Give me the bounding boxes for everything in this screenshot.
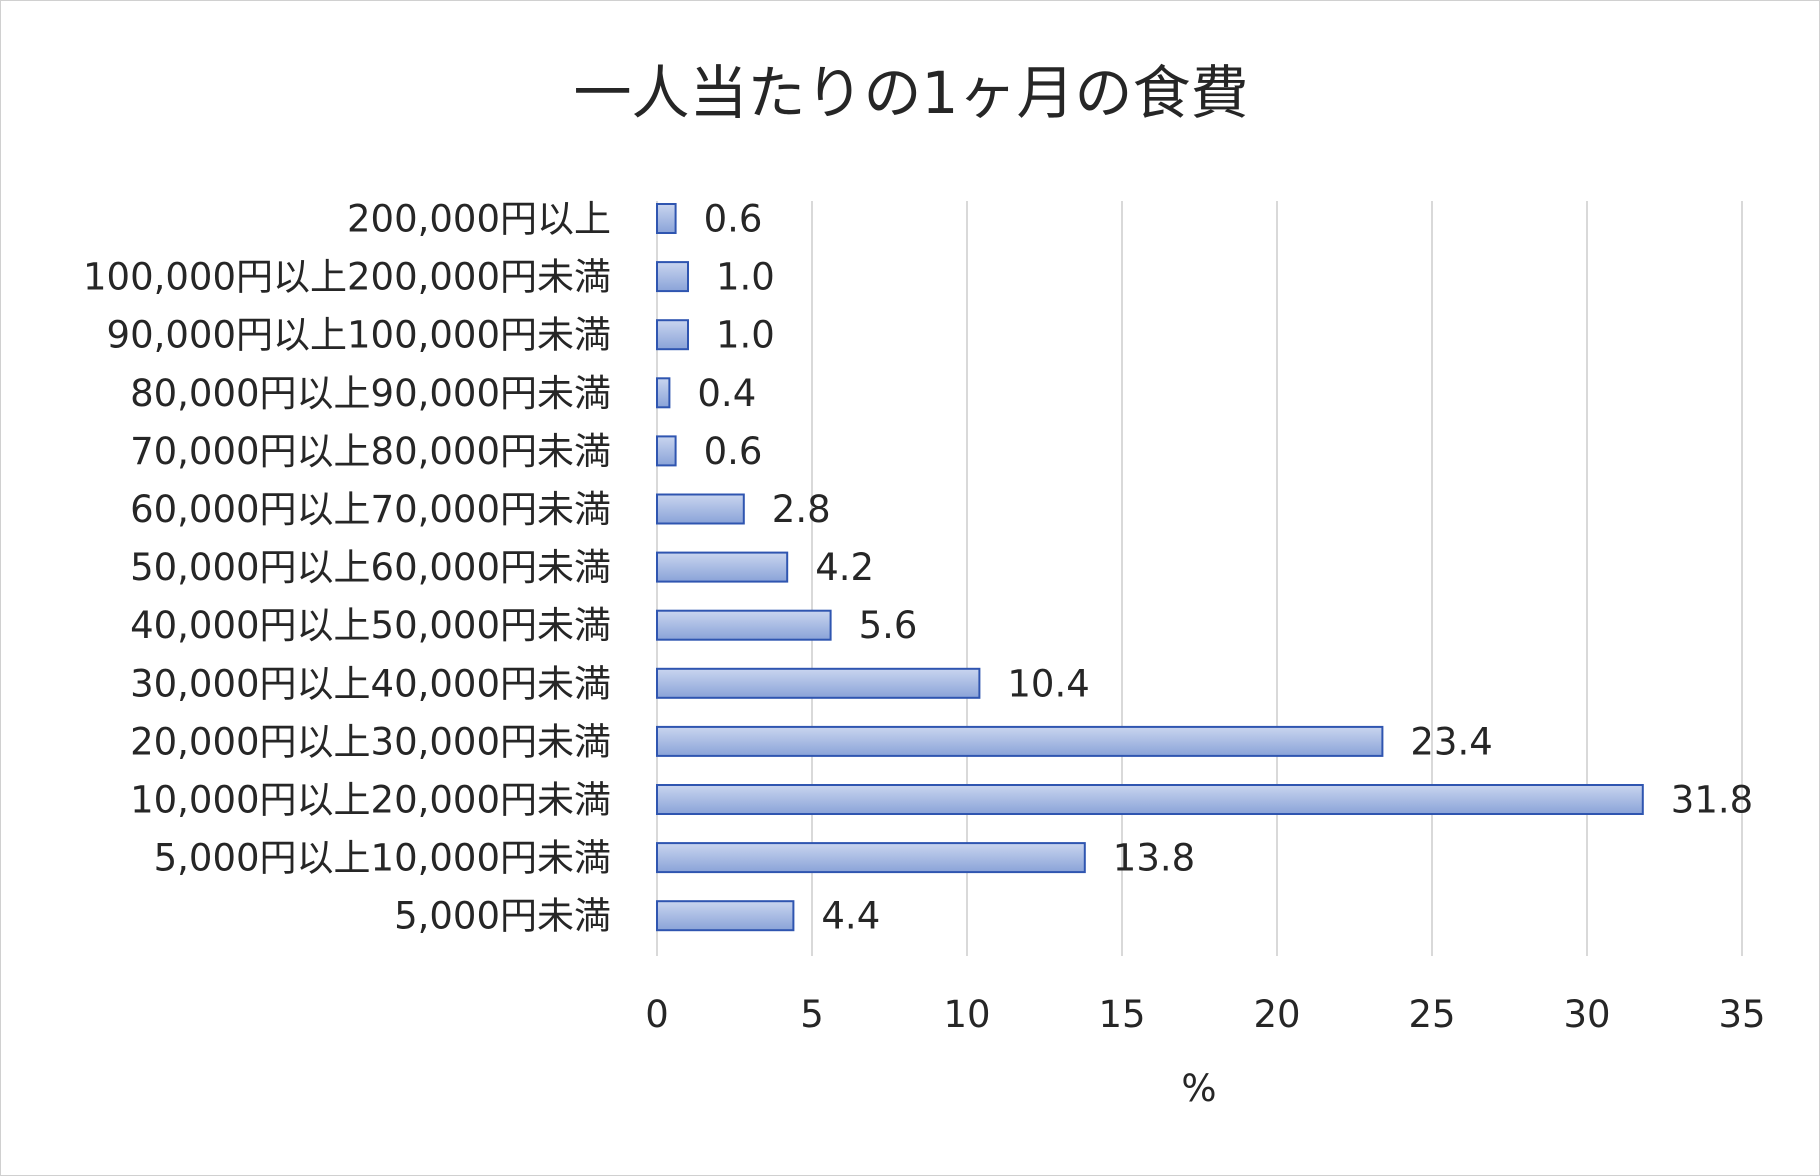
x-tick-label: 30 — [1563, 993, 1610, 1036]
data-label: 4.4 — [821, 895, 880, 938]
x-tick-label: 10 — [943, 993, 990, 1036]
bar — [656, 900, 795, 932]
bar — [656, 842, 1086, 874]
data-label: 0.6 — [704, 198, 763, 241]
category-label: 50,000円以上60,000円未満 — [130, 546, 611, 589]
category-label: 40,000円以上50,000円未満 — [130, 604, 611, 647]
data-label: 0.4 — [697, 372, 756, 415]
data-labels: 0.61.01.00.40.62.84.25.610.423.431.813.8… — [697, 198, 1753, 938]
category-label: 80,000円以上90,000円未満 — [130, 372, 611, 415]
category-label: 90,000円以上100,000円未満 — [107, 314, 611, 357]
category-label: 5,000円以上10,000円未満 — [154, 837, 611, 880]
x-axis-tick-labels: 0 5 10 15 20 25 30 35 — [645, 993, 1765, 1036]
data-label: 1.0 — [716, 256, 775, 299]
data-label: 0.6 — [704, 430, 763, 473]
bar — [656, 261, 689, 293]
category-label: 70,000円以上80,000円未満 — [130, 430, 611, 473]
bar — [656, 493, 745, 525]
x-tick-label: 5 — [800, 993, 824, 1036]
chart-title: 一人当たりの1ヶ月の食費 — [574, 59, 1249, 127]
data-label: 4.2 — [815, 546, 874, 589]
category-label: 20,000円以上30,000円未満 — [130, 720, 611, 763]
data-label: 1.0 — [716, 314, 775, 357]
x-tick-label: 25 — [1408, 993, 1455, 1036]
x-axis-title: % — [1181, 1067, 1216, 1110]
bar — [656, 319, 689, 351]
bar — [656, 784, 1644, 815]
bar — [656, 551, 789, 583]
data-label: 23.4 — [1410, 720, 1492, 763]
data-label: 2.8 — [772, 488, 831, 531]
x-tick-label: 15 — [1098, 993, 1145, 1036]
data-label: 13.8 — [1113, 837, 1195, 880]
x-tick-label: 35 — [1718, 993, 1765, 1036]
category-label: 5,000円未満 — [394, 895, 611, 938]
bar — [656, 725, 1384, 757]
data-label: 10.4 — [1007, 662, 1089, 705]
bar — [656, 203, 677, 234]
bars — [656, 203, 1644, 932]
category-label: 10,000円以上20,000円未満 — [130, 779, 611, 822]
category-labels: 200,000円以上 100,000円以上200,000円未満 90,000円以上1… — [83, 198, 611, 938]
category-label: 100,000円以上200,000円未満 — [83, 256, 611, 299]
bar — [656, 667, 981, 699]
bar — [656, 609, 832, 641]
bar — [656, 377, 671, 409]
category-label: 30,000円以上40,000円未満 — [130, 662, 611, 705]
bar — [656, 435, 677, 467]
x-tick-label: 20 — [1253, 993, 1300, 1036]
x-tick-label: 0 — [645, 993, 669, 1036]
category-label: 200,000円以上 — [347, 198, 611, 241]
data-label: 31.8 — [1671, 779, 1753, 822]
category-label: 60,000円以上70,000円未満 — [130, 488, 611, 531]
data-label: 5.6 — [859, 604, 918, 647]
gridlines — [656, 201, 1743, 956]
